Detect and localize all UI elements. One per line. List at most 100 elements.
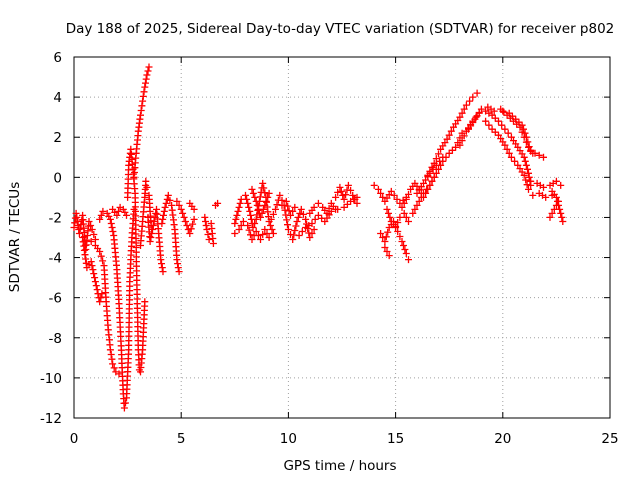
data-point xyxy=(258,209,266,217)
data-point xyxy=(265,189,273,197)
data-point xyxy=(164,191,172,199)
data-point xyxy=(254,232,262,239)
data-point xyxy=(149,226,156,233)
data-point xyxy=(292,222,300,230)
data-point xyxy=(272,205,279,213)
data-point xyxy=(159,268,167,276)
data-point xyxy=(123,211,130,219)
data-point xyxy=(91,274,99,282)
data-point xyxy=(73,218,81,225)
data-point xyxy=(252,228,260,235)
data-point xyxy=(387,187,395,195)
data-point xyxy=(110,364,118,372)
data-point xyxy=(535,151,543,159)
data-point xyxy=(269,210,277,218)
data-point xyxy=(260,184,268,192)
data-point xyxy=(311,215,319,223)
data-point xyxy=(398,203,406,211)
data-point xyxy=(379,234,387,241)
data-point xyxy=(107,351,115,358)
data-point xyxy=(385,209,392,217)
data-point xyxy=(148,230,156,237)
data-point xyxy=(142,177,150,185)
y-axis-label: SDTVAR / TECUs xyxy=(7,182,23,292)
data-point xyxy=(91,236,99,243)
data-point xyxy=(518,121,526,129)
data-point xyxy=(264,208,272,216)
data-point xyxy=(209,240,217,247)
data-point xyxy=(379,193,387,201)
data-point xyxy=(377,230,385,237)
data-point xyxy=(443,135,451,143)
data-point xyxy=(202,222,210,229)
data-point xyxy=(428,177,436,185)
data-point xyxy=(251,193,259,201)
data-point xyxy=(103,209,111,217)
data-point xyxy=(119,205,127,213)
data-point xyxy=(179,209,187,217)
data-point xyxy=(381,238,389,245)
data-point xyxy=(99,207,107,215)
data-point xyxy=(430,159,438,167)
data-point xyxy=(177,205,185,213)
data-point xyxy=(122,399,129,407)
data-point xyxy=(248,185,256,193)
data-point xyxy=(542,193,550,201)
data-point xyxy=(267,215,275,223)
y-tick-labels: -12 -10 -8 -6 -4 -2 0 2 4 6 xyxy=(40,50,62,427)
data-point xyxy=(231,220,239,227)
data-point xyxy=(183,222,191,229)
data-point xyxy=(247,231,254,239)
data-point xyxy=(242,191,249,199)
data-point xyxy=(504,129,512,137)
y-tick-label: -6 xyxy=(49,291,62,307)
data-point xyxy=(190,215,198,223)
data-point xyxy=(405,256,412,264)
grid-lines xyxy=(74,57,610,418)
data-point xyxy=(405,218,412,225)
data-point xyxy=(460,105,468,113)
data-point xyxy=(462,101,470,109)
data-point xyxy=(383,205,391,213)
data-point xyxy=(144,67,152,75)
data-point xyxy=(76,225,84,233)
data-point xyxy=(405,190,412,198)
data-point xyxy=(559,218,567,225)
data-point xyxy=(546,213,554,221)
data-point xyxy=(278,201,286,209)
data-point xyxy=(527,177,535,185)
data-point xyxy=(396,213,404,221)
data-point xyxy=(327,207,335,215)
data-point xyxy=(87,222,95,229)
data-point xyxy=(146,238,154,245)
data-point xyxy=(284,221,291,229)
data-point xyxy=(273,201,281,209)
data-point xyxy=(246,207,254,215)
data-point xyxy=(152,209,160,217)
data-point xyxy=(491,128,499,136)
data-point xyxy=(400,209,408,217)
data-point xyxy=(550,205,558,213)
data-point xyxy=(515,118,523,126)
data-point xyxy=(512,115,520,123)
data-point xyxy=(284,226,292,233)
data-point xyxy=(386,213,394,221)
data-point xyxy=(400,242,407,249)
data-point xyxy=(521,157,529,165)
data-point xyxy=(262,197,270,205)
data-point xyxy=(161,203,169,211)
data-point xyxy=(233,211,241,219)
data-point xyxy=(237,222,245,229)
data-point xyxy=(244,222,252,229)
data-point xyxy=(392,224,400,231)
data-point xyxy=(284,202,292,210)
data-point xyxy=(393,195,401,203)
data-point xyxy=(169,211,177,219)
data-point xyxy=(186,230,194,237)
y-tick-label: -12 xyxy=(40,411,62,427)
data-point xyxy=(248,236,256,243)
data-point xyxy=(158,260,165,268)
data-point xyxy=(310,226,318,233)
data-points xyxy=(70,63,567,412)
data-point xyxy=(261,201,269,209)
